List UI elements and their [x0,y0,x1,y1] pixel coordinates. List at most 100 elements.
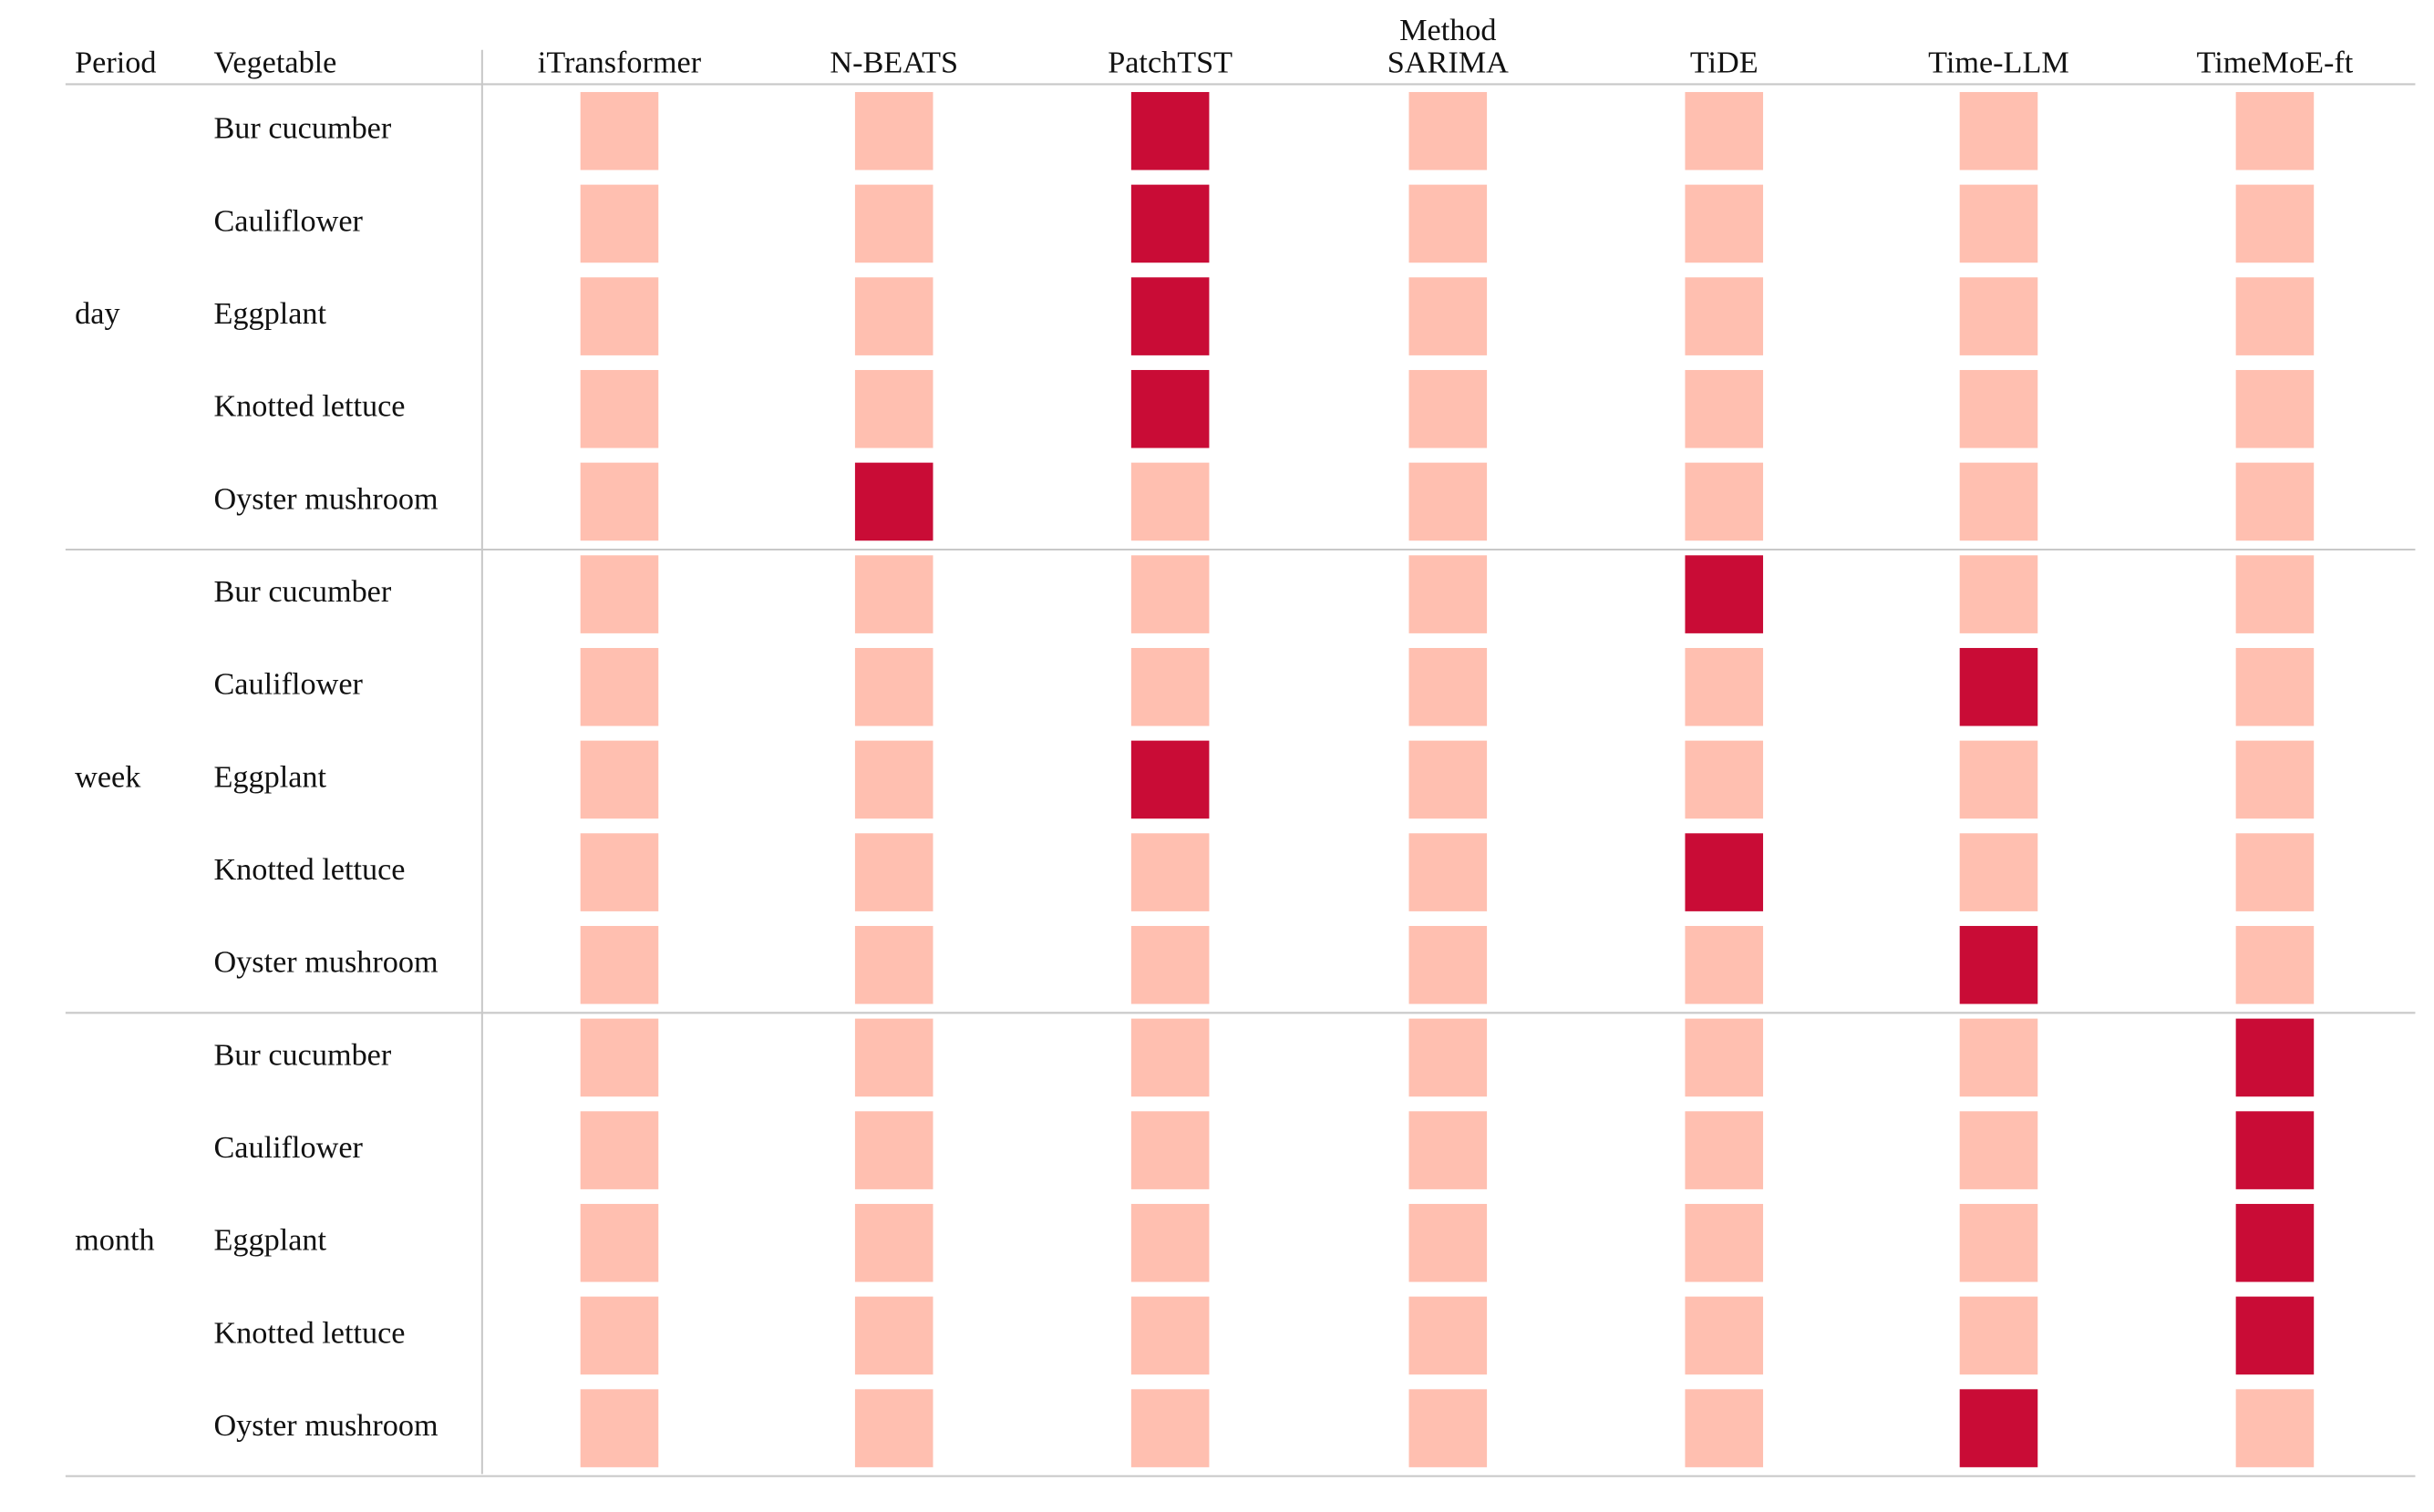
cell [580,1203,659,1282]
cell [1959,555,2038,633]
cell [1408,1296,1488,1375]
cell [580,740,659,819]
method-name: TimeMoE-ft [2197,46,2354,80]
cell [580,925,659,1004]
cell [1408,1018,1488,1097]
cell [1408,369,1488,448]
cell [1959,647,2038,726]
vegetable-name: Oyster mushroom [213,1408,438,1443]
period-name: week [75,759,141,794]
cell [1408,555,1488,633]
cell [1408,277,1488,355]
cell [1685,1389,1764,1467]
cell [1959,925,2038,1004]
cell [1685,184,1764,263]
cell [580,1296,659,1375]
method-name: N-BEATS [830,46,958,80]
cell [1959,184,2038,263]
cell [1130,462,1210,541]
cell [2235,833,2315,911]
vegetable-name: Bur cucumber [213,574,391,609]
method-header: Method [1399,13,1496,47]
cell [1130,277,1210,355]
cell [1959,91,2038,170]
cell [1685,1203,1764,1282]
cell [580,1018,659,1097]
vegetable-name: Oyster mushroom [213,945,438,980]
cell [1130,647,1210,726]
cell [854,91,933,170]
cell [1130,1296,1210,1375]
cell [2235,647,2315,726]
cell [580,1389,659,1467]
cell [1130,1203,1210,1282]
cell [1685,1111,1764,1189]
cell [854,1389,933,1467]
cell [1130,91,1210,170]
cell [1130,1111,1210,1189]
vegetable-name: Eggplant [213,296,326,331]
cell [854,833,933,911]
cell [1959,833,2038,911]
cell [854,1296,933,1375]
cell [1130,184,1210,263]
vegetable-name: Knotted lettuce [213,852,405,887]
vegetable-name: Cauliflower [213,1130,363,1165]
cell [1685,833,1764,911]
cell [1959,1296,2038,1375]
period-name: month [75,1223,154,1258]
cell [1685,647,1764,726]
cell [854,925,933,1004]
cell [854,184,933,263]
method-name: TiDE [1690,46,1758,80]
cell [1685,740,1764,819]
vegetable-name: Cauliflower [213,203,363,238]
period-header: Period [75,46,156,80]
vegetable-name: Oyster mushroom [213,481,438,516]
cell [2235,369,2315,448]
cell [1685,277,1764,355]
cell [580,184,659,263]
cell [1959,1389,2038,1467]
cell [2235,1389,2315,1467]
cell [1685,462,1764,541]
cell [854,1111,933,1189]
cell [580,555,659,633]
cell [580,369,659,448]
vegetable-name: Eggplant [213,759,326,794]
cell [1408,647,1488,726]
cell [2235,91,2315,170]
cell [1959,740,2038,819]
vegetable-name: Knotted lettuce [213,389,405,424]
cell [1408,833,1488,911]
cell [854,647,933,726]
method-name: Time-LLM [1928,46,2069,80]
cell [1130,833,1210,911]
cell [1130,369,1210,448]
cell [2235,555,2315,633]
cell [580,647,659,726]
cell [580,833,659,911]
cell [1130,1389,1210,1467]
cell [1408,1203,1488,1282]
vegetable-name: Bur cucumber [213,1037,391,1072]
vegetable-name: Bur cucumber [213,111,391,146]
cell [1685,555,1764,633]
vegetable-name: Knotted lettuce [213,1315,405,1350]
cell [2235,184,2315,263]
period-name: day [75,296,119,331]
cell [1408,462,1488,541]
cell [854,277,933,355]
cell [1408,1111,1488,1189]
cell [1959,462,2038,541]
cell [1408,925,1488,1004]
method-name: iTransformer [538,46,702,80]
cell [580,277,659,355]
cell [1685,91,1764,170]
cell [1130,555,1210,633]
vegetable-header: Vegetable [213,46,336,80]
cell [1959,1018,2038,1097]
cell [1959,1203,2038,1282]
